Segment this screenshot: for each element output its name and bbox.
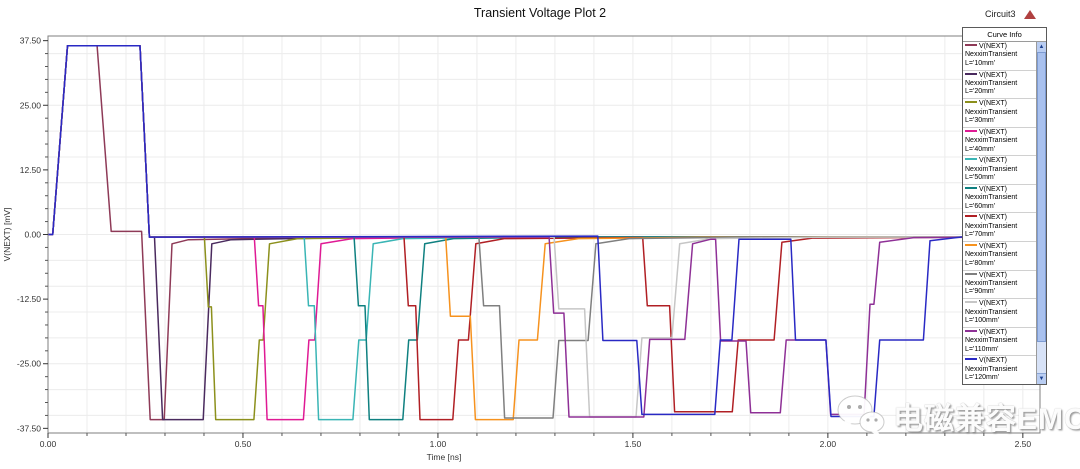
curve-L90mm[interactable]	[48, 45, 1040, 419]
legend-length: L='120mm'	[965, 374, 999, 382]
y-tick-label: -25.00	[17, 359, 41, 369]
legend-length: L='100mm'	[965, 317, 999, 325]
x-tick-label: 0.00	[40, 439, 57, 449]
legend-entry-L100mm[interactable]: V(NEXT) NexximTransient L='100mm'	[963, 299, 1036, 328]
legend-scrollbar[interactable]: ▲ ▼	[1036, 42, 1046, 384]
legend-length: L='60mm'	[965, 202, 996, 210]
scrollbar-thumb[interactable]	[1037, 52, 1046, 342]
legend-solver: NexximTransient	[965, 337, 1018, 345]
legend-entry-L30mm[interactable]: V(NEXT) NexximTransient L='30mm'	[963, 99, 1036, 128]
legend-length: L='80mm'	[965, 259, 996, 267]
y-tick-label: 12.50	[20, 165, 42, 175]
legend-series-name: V(NEXT)	[979, 71, 1007, 79]
legend-solver: NexximTransient	[965, 79, 1018, 87]
legend-swatch	[965, 272, 977, 275]
legend-swatch	[965, 44, 977, 46]
legend-length: L='30mm'	[965, 116, 996, 124]
x-tick-label: 2.00	[820, 439, 837, 449]
y-tick-label: 37.50	[20, 36, 42, 46]
legend-swatch	[965, 358, 977, 361]
legend-series-name: V(NEXT)	[979, 328, 1007, 336]
legend-swatch	[965, 101, 977, 104]
legend-series-name: V(NEXT)	[979, 157, 1007, 165]
legend-swatch	[965, 215, 977, 218]
x-axis-title: Time [ns]	[427, 452, 462, 462]
project-label: Circuit3	[985, 9, 1036, 19]
y-tick-label: -37.50	[17, 423, 41, 433]
legend-solver: NexximTransient	[965, 280, 1018, 288]
legend-solver: NexximTransient	[965, 108, 1018, 116]
legend-series-name: V(NEXT)	[979, 128, 1007, 136]
legend-solver: NexximTransient	[965, 251, 1018, 259]
legend-solver: NexximTransient	[965, 137, 1018, 145]
x-tick-label: 2.50	[1015, 439, 1032, 449]
legend-series-name: V(NEXT)	[979, 271, 1007, 279]
page-title: Transient Voltage Plot 2	[473, 6, 607, 20]
legend-solver: NexximTransient	[965, 51, 1018, 59]
legend-solver: NexximTransient	[965, 165, 1018, 173]
curve-info-legend[interactable]: Curve Info V(NEXT) NexximTransient L='10mm…	[962, 27, 1047, 385]
legend-entries: V(NEXT) NexximTransient L='10mm' V(NEXT) Nex…	[963, 42, 1036, 384]
legend-length: L='50mm'	[965, 174, 996, 182]
legend-length: L='70mm'	[965, 231, 996, 239]
red-triangle-icon	[1023, 9, 1036, 19]
curves-group	[48, 45, 1040, 421]
legend-title: Curve Info	[963, 28, 1046, 42]
y-axis-title: V(NEXT) [mV]	[2, 208, 12, 262]
legend-entry-L70mm[interactable]: V(NEXT) NexximTransient L='70mm'	[963, 213, 1036, 243]
legend-series-name: V(NEXT)	[979, 43, 1007, 50]
legend-series-name: V(NEXT)	[979, 214, 1007, 222]
legend-entry-L120mm[interactable]: V(NEXT) NexximTransient L='120mm'	[963, 356, 1036, 384]
legend-entry-L50mm[interactable]: V(NEXT) NexximTransient L='50mm'	[963, 156, 1036, 185]
legend-entry-L10mm[interactable]: V(NEXT) NexximTransient L='10mm'	[963, 42, 1036, 71]
legend-entry-L20mm[interactable]: V(NEXT) NexximTransient L='20mm'	[963, 71, 1036, 100]
legend-entry-L90mm[interactable]: V(NEXT) NexximTransient L='90mm'	[963, 271, 1036, 300]
curve-L120mm[interactable]	[48, 45, 1040, 418]
legend-swatch	[965, 129, 977, 132]
legend-length: L='110mm'	[965, 345, 999, 353]
legend-solver: NexximTransient	[965, 308, 1018, 316]
x-tick-label: 0.50	[235, 439, 252, 449]
legend-body: V(NEXT) NexximTransient L='10mm' V(NEXT) Nex…	[963, 42, 1046, 384]
legend-length: L='40mm'	[965, 145, 996, 153]
legend-series-name: V(NEXT)	[979, 185, 1007, 193]
legend-solver: NexximTransient	[965, 222, 1018, 230]
legend-entry-L40mm[interactable]: V(NEXT) NexximTransient L='40mm'	[963, 128, 1036, 157]
scroll-down-icon[interactable]: ▼	[1037, 373, 1046, 384]
legend-length: L='90mm'	[965, 288, 996, 296]
x-tick-label: 1.00	[430, 439, 447, 449]
y-tick-label: -12.50	[17, 294, 41, 304]
legend-swatch	[965, 158, 977, 161]
curve-L100mm[interactable]	[48, 45, 1040, 418]
legend-swatch	[965, 72, 977, 75]
legend-swatch	[965, 329, 977, 332]
legend-length: L='10mm'	[965, 59, 996, 67]
x-tick-label: 1.50	[625, 439, 642, 449]
legend-series-name: V(NEXT)	[979, 100, 1007, 108]
legend-entry-L80mm[interactable]: V(NEXT) NexximTransient L='80mm'	[963, 242, 1036, 271]
legend-length: L='20mm'	[965, 88, 996, 96]
legend-entry-L60mm[interactable]: V(NEXT) NexximTransient L='60mm'	[963, 185, 1036, 214]
legend-solver: NexximTransient	[965, 365, 1018, 373]
project-name: Circuit3	[985, 9, 1016, 19]
legend-entry-L110mm[interactable]: V(NEXT) NexximTransient L='110mm'	[963, 328, 1036, 357]
legend-series-name: V(NEXT)	[979, 357, 1007, 365]
y-tick-label: 25.00	[20, 100, 42, 110]
legend-series-name: V(NEXT)	[979, 243, 1007, 251]
legend-swatch	[965, 186, 977, 189]
legend-solver: NexximTransient	[965, 194, 1018, 202]
legend-swatch	[965, 301, 977, 304]
legend-series-name: V(NEXT)	[979, 300, 1007, 308]
legend-swatch	[965, 244, 977, 247]
curve-L110mm[interactable]	[48, 45, 1040, 418]
y-tick-label: 0.00	[24, 230, 41, 240]
